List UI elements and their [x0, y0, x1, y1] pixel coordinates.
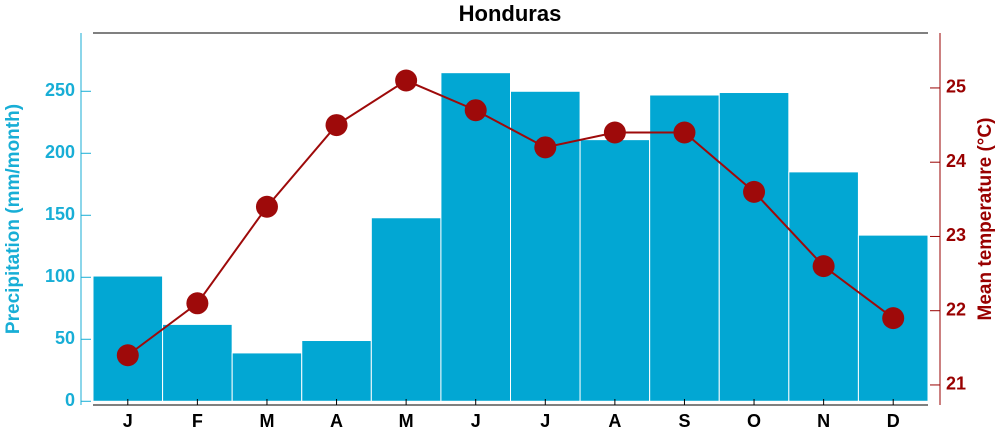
y-tick-label: 150	[45, 204, 75, 224]
y-axis-label: Precipitation (mm/month)	[3, 104, 24, 334]
y2-tick-label: 22	[946, 299, 966, 319]
temperature-marker	[255, 195, 278, 218]
bar	[370, 217, 442, 402]
bar	[788, 171, 859, 402]
bar	[649, 94, 720, 402]
x-tick-label: M	[259, 411, 274, 431]
y2-tick-label: 21	[946, 374, 966, 394]
y-tick-label: 50	[55, 328, 75, 348]
x-tick-label: D	[887, 411, 900, 431]
chart-title: Honduras	[459, 1, 562, 26]
x-tick-label: N	[817, 411, 830, 431]
temperature-marker	[812, 255, 835, 278]
x-tick-label: J	[471, 411, 481, 431]
temperature-marker	[743, 180, 766, 203]
temperature-marker	[603, 121, 626, 144]
temperature-marker	[395, 69, 418, 92]
x-tick-label: A	[608, 411, 621, 431]
temperature-marker	[673, 121, 696, 144]
temperature-marker	[186, 292, 209, 315]
temperature-marker	[325, 114, 348, 137]
x-tick-label: J	[123, 411, 133, 431]
x-tick-label: S	[678, 411, 690, 431]
x-tick-label: F	[192, 411, 203, 431]
y2-axis-label: Mean temperature (°C)	[975, 118, 996, 321]
temperature-line	[127, 79, 894, 357]
y-tick-label: 100	[45, 266, 75, 286]
bar	[440, 72, 511, 402]
temperature-marker	[116, 344, 139, 367]
x-tick-label: J	[540, 411, 550, 431]
y-tick-label: 250	[45, 80, 75, 100]
x-tick-label: M	[399, 411, 414, 431]
bar	[231, 352, 303, 402]
x-tick-label: A	[330, 411, 343, 431]
y-tick-label: 0	[65, 390, 75, 410]
y2-tick-label: 25	[946, 77, 966, 97]
bar	[718, 92, 790, 402]
y2-tick-label: 23	[946, 225, 966, 245]
temperature-marker	[882, 307, 905, 330]
y2-tick-label: 24	[946, 151, 966, 171]
bar	[92, 275, 164, 402]
y-tick-label: 200	[45, 142, 75, 162]
temperature-marker	[534, 136, 557, 159]
bar	[162, 323, 233, 402]
bar	[579, 139, 651, 402]
x-tick-label: O	[747, 411, 761, 431]
temperature-marker	[464, 99, 487, 122]
bar	[301, 340, 372, 402]
